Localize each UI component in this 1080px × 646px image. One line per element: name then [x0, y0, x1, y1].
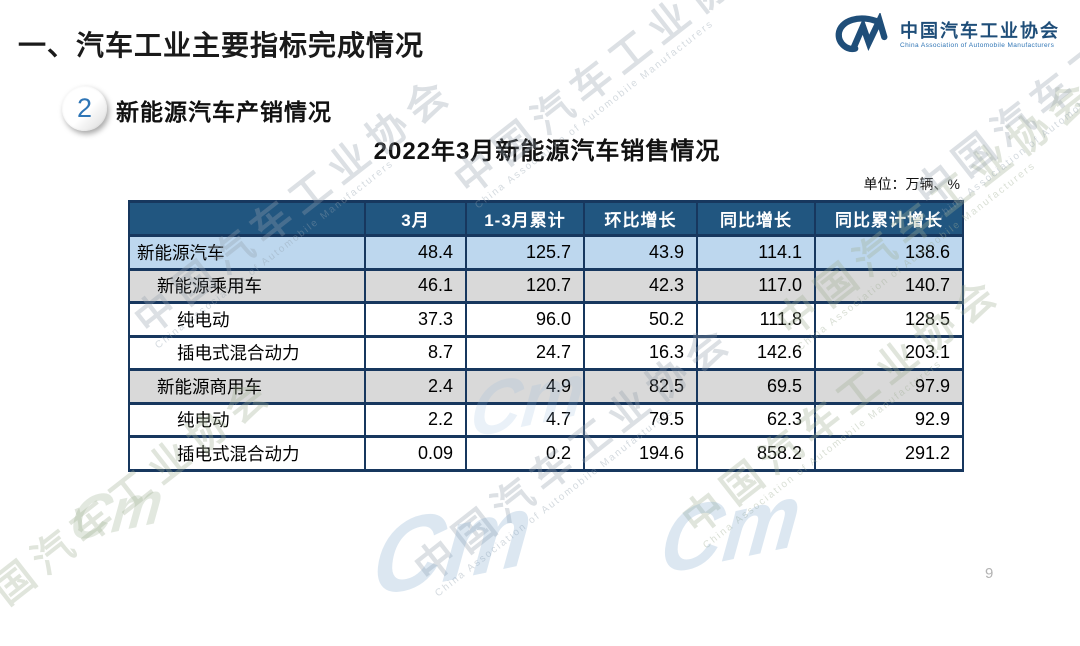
value-cell: 82.5	[583, 368, 698, 405]
section-number-badge: 2	[62, 86, 107, 131]
row-label-cell: 纯电动	[128, 301, 366, 338]
value-cell: 50.2	[583, 301, 698, 338]
value-cell: 291.2	[814, 435, 964, 472]
column-header: 3月	[364, 200, 467, 237]
caam-logo-name-en: China Association of Automobile Manufact…	[900, 42, 1055, 49]
value-cell: 96.0	[465, 301, 585, 338]
row-label-cell: 插电式混合动力	[128, 334, 366, 371]
sales-table: 3月 1-3月累计 环比增长 同比增长 同比累计增长 新能源汽车 48.4 125.7 43.…	[128, 200, 964, 472]
row-label-cell: 新能源商用车	[128, 368, 366, 405]
value-cell: 97.9	[814, 368, 964, 405]
row-label-cell: 新能源乘用车	[128, 267, 366, 304]
value-cell: 858.2	[696, 435, 816, 472]
caam-logo: 中国汽车工业协会 China Association of Automobile…	[831, 13, 1060, 57]
row-label-cell: 新能源汽车	[128, 234, 366, 271]
caam-logo-mark-icon	[835, 13, 888, 53]
value-cell: 140.7	[814, 267, 964, 304]
value-cell: 48.4	[364, 234, 467, 271]
section-title: 新能源汽车产销情况	[116, 99, 332, 125]
value-cell: 4.7	[465, 401, 585, 438]
value-cell: 203.1	[814, 334, 964, 371]
watermark-cm-icon: Cm	[367, 469, 538, 621]
table-row: 新能源商用车 2.4 4.9 82.5 69.5 97.9	[128, 368, 964, 405]
value-cell: 46.1	[364, 267, 467, 304]
value-cell: 24.7	[465, 334, 585, 371]
value-cell: 69.5	[696, 368, 816, 405]
value-cell: 79.5	[583, 401, 698, 438]
value-cell: 138.6	[814, 234, 964, 271]
watermark-cm-icon: Cm	[656, 461, 806, 595]
caam-logo-text: 中国汽车工业协会 China Association of Automobile…	[900, 21, 1060, 49]
main-title: 一、汽车工业主要指标完成情况	[18, 30, 425, 61]
table-row: 插电式混合动力 8.7 24.7 16.3 142.6 203.1	[128, 334, 964, 371]
value-cell: 111.8	[696, 301, 816, 338]
value-cell: 114.1	[696, 234, 816, 271]
value-cell: 0.2	[465, 435, 585, 472]
column-header: 同比累计增长	[814, 200, 964, 237]
table-title: 2022年3月新能源汽车销售情况	[373, 138, 721, 165]
row-label-cell: 插电式混合动力	[128, 435, 366, 472]
column-header: 环比增长	[583, 200, 698, 237]
table-row: 新能源汽车 48.4 125.7 43.9 114.1 138.6	[128, 234, 964, 271]
value-cell: 42.3	[583, 267, 698, 304]
table-row: 纯电动 2.2 4.7 79.5 62.3 92.9	[128, 401, 964, 438]
value-cell: 8.7	[364, 334, 467, 371]
caam-logo-name-cn: 中国汽车工业协会	[900, 21, 1060, 41]
table-header-row: 3月 1-3月累计 环比增长 同比增长 同比累计增长	[128, 200, 964, 237]
value-cell: 62.3	[696, 401, 816, 438]
value-cell: 120.7	[465, 267, 585, 304]
value-cell: 37.3	[364, 301, 467, 338]
table-body: 新能源汽车 48.4 125.7 43.9 114.1 138.6 新能源乘用车 46.1 12…	[128, 234, 964, 472]
value-cell: 0.09	[364, 435, 467, 472]
value-cell: 128.5	[814, 301, 964, 338]
page-number: 9	[985, 565, 994, 582]
unit-label: 单位：万辆、%	[863, 176, 960, 192]
value-cell: 2.2	[364, 401, 467, 438]
value-cell: 194.6	[583, 435, 698, 472]
value-cell: 16.3	[583, 334, 698, 371]
table-row: 插电式混合动力 0.09 0.2 194.6 858.2 291.2	[128, 435, 964, 472]
value-cell: 43.9	[583, 234, 698, 271]
watermark-cm-icon: Cm	[67, 467, 167, 556]
table-row: 新能源乘用车 46.1 120.7 42.3 117.0 140.7	[128, 267, 964, 304]
value-cell: 2.4	[364, 368, 467, 405]
value-cell: 142.6	[696, 334, 816, 371]
column-header: 同比增长	[696, 200, 816, 237]
value-cell: 125.7	[465, 234, 585, 271]
table-header: 3月 1-3月累计 环比增长 同比增长 同比累计增长	[128, 200, 964, 237]
corner-header-cell	[128, 200, 366, 237]
row-label-cell: 纯电动	[128, 401, 366, 438]
value-cell: 4.9	[465, 368, 585, 405]
table-row: 纯电动 37.3 96.0 50.2 111.8 128.5	[128, 301, 964, 338]
value-cell: 117.0	[696, 267, 816, 304]
column-header: 1-3月累计	[465, 200, 585, 237]
value-cell: 92.9	[814, 401, 964, 438]
